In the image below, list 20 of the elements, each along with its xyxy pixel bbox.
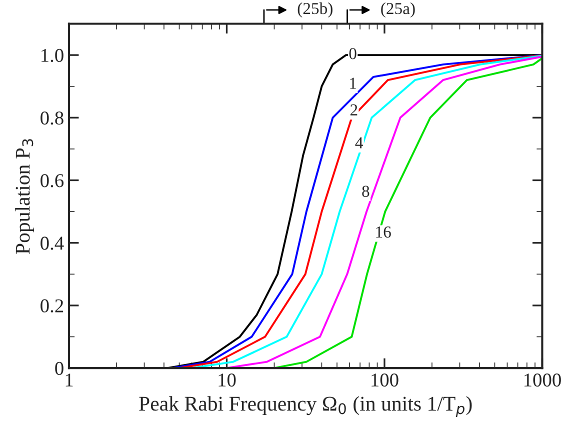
text: (25a)	[381, 2, 415, 18]
y-tick-label: 0.6	[40, 174, 64, 188]
y-tick-label: 0.4	[40, 236, 64, 250]
y-tick-label: 1.0	[42, 48, 64, 62]
annotation: 16	[376, 226, 391, 238]
y-axis-title: Population P$_{3}$	[15, 139, 34, 254]
x-axis-title: Peak Rabi Frequency Ω$_{0}$ (in units 1/T$_{p}$)	[139, 396, 472, 418]
x-tick-label: 100	[372, 373, 398, 387]
y-tick-label: 0	[55, 362, 64, 375]
annotation: 2	[350, 104, 358, 116]
y-tick-label: 0.8	[40, 111, 64, 125]
annotation: 0	[349, 48, 356, 60]
text: (25b)	[298, 2, 332, 18]
y-tick-label: 0.2	[40, 299, 64, 312]
annotation: 1	[350, 78, 356, 89]
x-tick-label: 10	[218, 373, 236, 387]
x-tick-label: 1000	[524, 373, 561, 387]
annotation: 8	[362, 186, 370, 197]
annotation: 4	[355, 137, 363, 148]
x-tick-label: 1	[66, 374, 73, 386]
